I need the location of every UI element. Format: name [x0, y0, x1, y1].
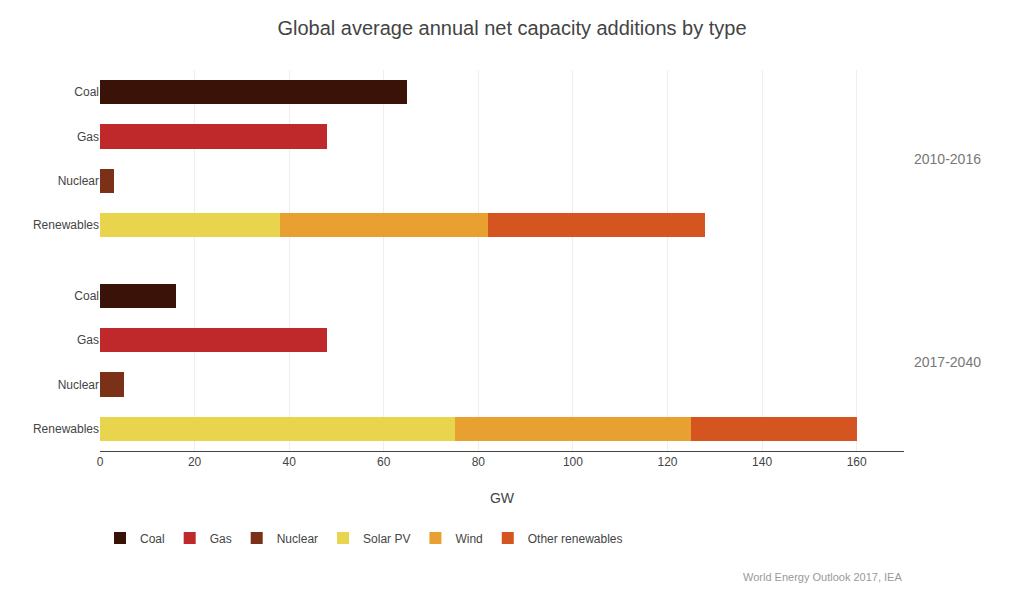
svg-text:2017-2040: 2017-2040: [914, 354, 981, 370]
svg-text:60: 60: [377, 455, 391, 469]
svg-text:160: 160: [847, 455, 867, 469]
svg-text:Gas: Gas: [77, 130, 99, 144]
svg-text:20: 20: [188, 455, 202, 469]
svg-text:Nuclear: Nuclear: [58, 174, 99, 188]
svg-text:Gas: Gas: [210, 532, 232, 546]
svg-text:Wind: Wind: [455, 532, 482, 546]
svg-text:GW: GW: [490, 490, 515, 506]
svg-text:2010-2016: 2010-2016: [914, 151, 981, 167]
svg-text:Nuclear: Nuclear: [58, 378, 99, 392]
svg-text:Global average annual net capa: Global average annual net capacity addit…: [277, 17, 746, 39]
svg-text:Other renewables: Other renewables: [528, 532, 623, 546]
svg-text:Renewables: Renewables: [33, 218, 99, 232]
svg-text:Renewables: Renewables: [33, 422, 99, 436]
svg-text:Coal: Coal: [74, 289, 99, 303]
svg-text:120: 120: [658, 455, 678, 469]
svg-text:80: 80: [472, 455, 486, 469]
svg-text:0: 0: [97, 455, 104, 469]
svg-text:Gas: Gas: [77, 333, 99, 347]
svg-text:Nuclear: Nuclear: [277, 532, 318, 546]
svg-text:140: 140: [752, 455, 772, 469]
svg-text:100: 100: [563, 455, 583, 469]
svg-text:Coal: Coal: [74, 85, 99, 99]
svg-text:Solar PV: Solar PV: [363, 532, 410, 546]
svg-text:World Energy Outlook 2017, IEA: World Energy Outlook 2017, IEA: [743, 571, 902, 583]
svg-text:Coal: Coal: [140, 532, 165, 546]
svg-text:40: 40: [283, 455, 297, 469]
